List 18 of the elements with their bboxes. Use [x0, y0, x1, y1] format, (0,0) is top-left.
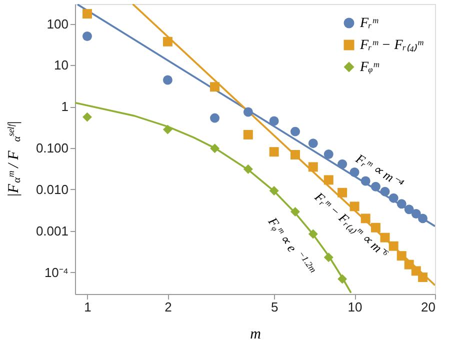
x-tick-label: 20	[421, 300, 436, 314]
annotation: Fᵣᵐ − Fᵣ₍₄₎ᵐ ∝ m⁻⁶	[311, 188, 392, 262]
y-tick-label: 1	[61, 99, 68, 114]
legend-label: Fᵣᵐ − Fᵣ₍₄₎ᵐ	[359, 38, 424, 53]
x-tick-label: 5	[270, 300, 278, 314]
x-tick-label: 10	[348, 300, 362, 314]
y-tick-label: 100	[46, 16, 68, 32]
x-tick-label: 1	[84, 300, 92, 314]
y-axis-title: |Fαᵐ / Fαˢᵉˡᶠ|	[6, 120, 23, 198]
legend-label: Fᵩᵐ	[359, 60, 380, 75]
x-tick-label: 2	[164, 300, 172, 314]
x-axis-title: m	[250, 326, 262, 342]
y-tick-label: 10⁻⁴	[44, 264, 68, 280]
y-tick-label: 0.010	[36, 182, 68, 197]
y-tick-label: 0.001	[36, 223, 68, 238]
y-tick-label: 10	[54, 58, 68, 73]
legend-label: Fᵣᵐ	[359, 16, 379, 31]
y-tick-label: 0.100	[36, 140, 68, 156]
